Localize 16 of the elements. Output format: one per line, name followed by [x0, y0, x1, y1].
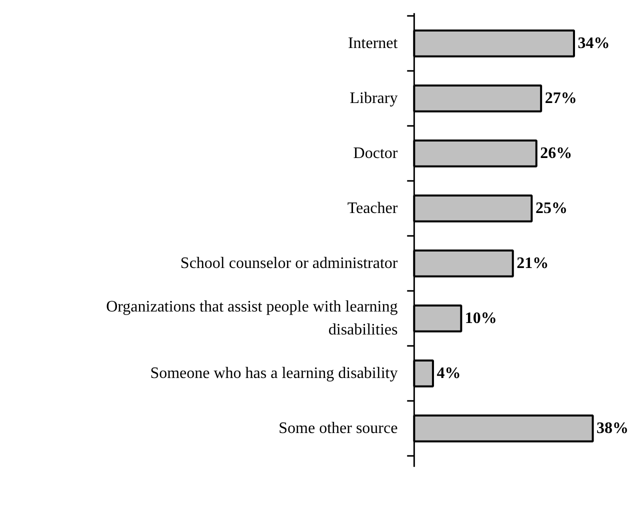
y-tick-label: School counselor or administrator	[180, 254, 398, 272]
data-label: 25%	[535, 200, 568, 217]
y-tick-label: Library	[350, 90, 398, 107]
data-label: 34%	[578, 34, 610, 52]
y-tick-label: Internet	[348, 34, 398, 52]
y-tick-label: Someone who has a learning disability	[150, 364, 398, 382]
data-label: 21%	[516, 254, 549, 272]
data-label: 38%	[596, 420, 629, 437]
data-label: 10%	[464, 310, 497, 327]
data-label: 4%	[436, 364, 461, 382]
data-label: 27%	[544, 90, 577, 107]
data-label: 26%	[540, 144, 572, 162]
y-tick-label: Some other source	[278, 420, 398, 437]
y-tick-label: Organizations that assist people with learning disabilities	[106, 298, 398, 338]
y-tick-label: Teacher	[347, 200, 398, 217]
y-tick-label: Doctor	[353, 144, 398, 162]
